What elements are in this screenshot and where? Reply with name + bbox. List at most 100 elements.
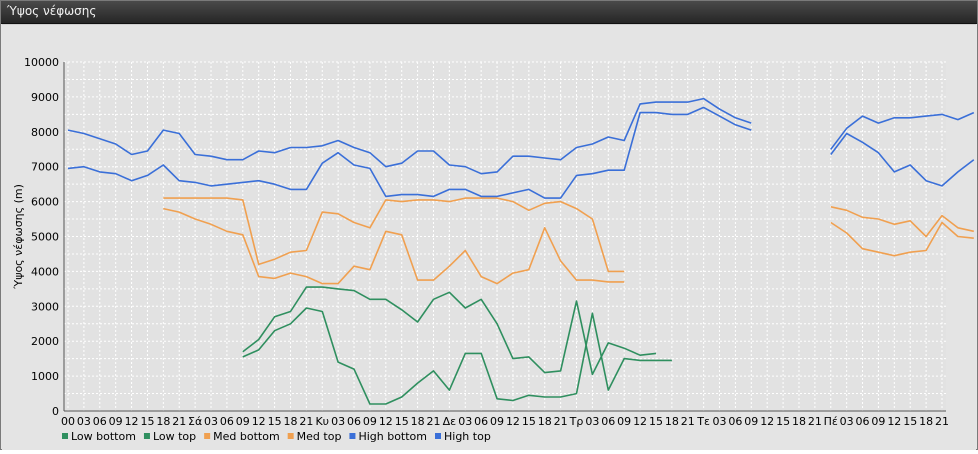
x-tick-label: 03 — [840, 415, 854, 428]
x-tick-label: 18 — [538, 415, 552, 428]
x-tick-label: 03 — [77, 415, 91, 428]
x-tick-label: 03 — [713, 415, 727, 428]
x-tick-label: 03 — [331, 415, 345, 428]
y-tick-label: 10000 — [24, 56, 59, 69]
x-tick-label: 21 — [172, 415, 186, 428]
x-tick-label: 18 — [411, 415, 425, 428]
x-tick-label: 12 — [633, 415, 647, 428]
legend-item[interactable]: Low bottom — [62, 430, 136, 443]
x-tick-label: 09 — [744, 415, 758, 428]
x-tick-label: Πέ — [824, 415, 838, 428]
legend-swatch — [435, 433, 441, 439]
series-line — [163, 197, 625, 273]
legend-label: High top — [444, 430, 491, 443]
x-tick-label: Κυ — [315, 415, 329, 428]
x-tick-label: 06 — [856, 415, 870, 428]
x-tick-label: 15 — [395, 415, 409, 428]
x-tick-label: 12 — [887, 415, 901, 428]
legend-item[interactable]: High bottom — [349, 430, 427, 443]
x-tick-label: 09 — [490, 415, 504, 428]
series-line — [242, 307, 672, 405]
y-tick-label: 3000 — [31, 300, 59, 313]
x-tick-label: 12 — [125, 415, 139, 428]
chart-panel: 0 1000 2000 3000 4000 5000 6000 7000 8000 9000 100… — [2, 24, 976, 450]
x-tick-label: 06 — [220, 415, 234, 428]
x-tick-label: 09 — [109, 415, 123, 428]
x-tick-label: 09 — [363, 415, 377, 428]
series-line — [830, 111, 975, 150]
x-tick-label: 21 — [935, 415, 949, 428]
x-tick-label: Τρ — [569, 415, 584, 428]
series-line — [830, 132, 975, 187]
y-tick-label: 9000 — [31, 91, 59, 104]
x-tick-label: 18 — [919, 415, 933, 428]
legend-label: Med top — [297, 430, 342, 443]
y-tick-label: 1000 — [31, 370, 59, 383]
x-tick-label: 15 — [522, 415, 536, 428]
x-tick-label: 21 — [299, 415, 313, 428]
series-low-top — [242, 286, 657, 376]
y-tick-label: 0 — [52, 405, 59, 418]
y-tick-label: 5000 — [31, 231, 59, 244]
legend-swatch — [349, 433, 356, 439]
x-tick-label: 21 — [808, 415, 822, 428]
legend-label: Low bottom — [71, 430, 136, 443]
window-title: Ύψος νέφωσης — [7, 4, 97, 18]
legend-label: Med bottom — [213, 430, 280, 443]
y-axis-label: Ύψος νέφωσης (m) — [12, 184, 25, 290]
x-tick-label: 15 — [140, 415, 154, 428]
x-tick-label: 15 — [268, 415, 282, 428]
series-low-bottom — [242, 307, 672, 405]
x-tick-label: 12 — [760, 415, 774, 428]
legend-swatch — [62, 433, 68, 439]
x-tick-label: 21 — [426, 415, 440, 428]
legend-label: High bottom — [358, 430, 427, 443]
x-tick-label: 06 — [93, 415, 107, 428]
x-tick-label: 15 — [649, 415, 663, 428]
legend-item[interactable]: High top — [435, 430, 491, 443]
y-tick-label: 4000 — [31, 265, 59, 278]
series-med-top — [163, 197, 974, 273]
series-line — [242, 286, 657, 376]
x-tick-label: 15 — [776, 415, 790, 428]
x-tick-label: 12 — [506, 415, 520, 428]
series-med-bottom — [163, 207, 974, 285]
x-tick-label: Δε — [443, 415, 457, 428]
x-tick-label: 18 — [283, 415, 297, 428]
series-line — [163, 207, 625, 285]
window-titlebar: Ύψος νέφωσης — [1, 1, 977, 24]
x-tick-label: 18 — [156, 415, 170, 428]
y-tick-label: 6000 — [31, 196, 59, 209]
x-tick-label: 09 — [871, 415, 885, 428]
x-tick-label: 21 — [681, 415, 695, 428]
legend-item[interactable]: Low top — [143, 430, 196, 443]
x-tick-label: 06 — [601, 415, 615, 428]
series-line — [67, 106, 752, 199]
series-line — [830, 221, 974, 257]
x-tick-label: 12 — [379, 415, 393, 428]
x-tick-label: 18 — [665, 415, 679, 428]
y-tick-label: 8000 — [31, 126, 59, 139]
x-tick-label: 03 — [204, 415, 218, 428]
legend-item[interactable]: Med top — [287, 430, 342, 443]
x-tick-label: Τε — [696, 415, 710, 428]
legend-item[interactable]: Med bottom — [204, 430, 280, 443]
legend-swatch — [143, 433, 150, 439]
x-tick-label: 06 — [474, 415, 488, 428]
x-tick-label: 06 — [728, 415, 742, 428]
series-high-bottom — [67, 106, 975, 199]
x-tick-label: 15 — [903, 415, 917, 428]
x-tick-label: 21 — [554, 415, 568, 428]
y-tick-label: 2000 — [31, 335, 59, 348]
x-tick-label: 18 — [792, 415, 806, 428]
x-tick-label: Σά — [188, 415, 202, 428]
y-tick-label: 7000 — [31, 161, 59, 174]
series-line — [830, 206, 974, 238]
series-high-top — [67, 97, 975, 175]
x-tick-label: 09 — [617, 415, 631, 428]
x-tick-label: 12 — [252, 415, 266, 428]
x-tick-label: 03 — [585, 415, 599, 428]
x-tick-label: 00 — [61, 415, 75, 428]
x-tick-label: 06 — [347, 415, 361, 428]
